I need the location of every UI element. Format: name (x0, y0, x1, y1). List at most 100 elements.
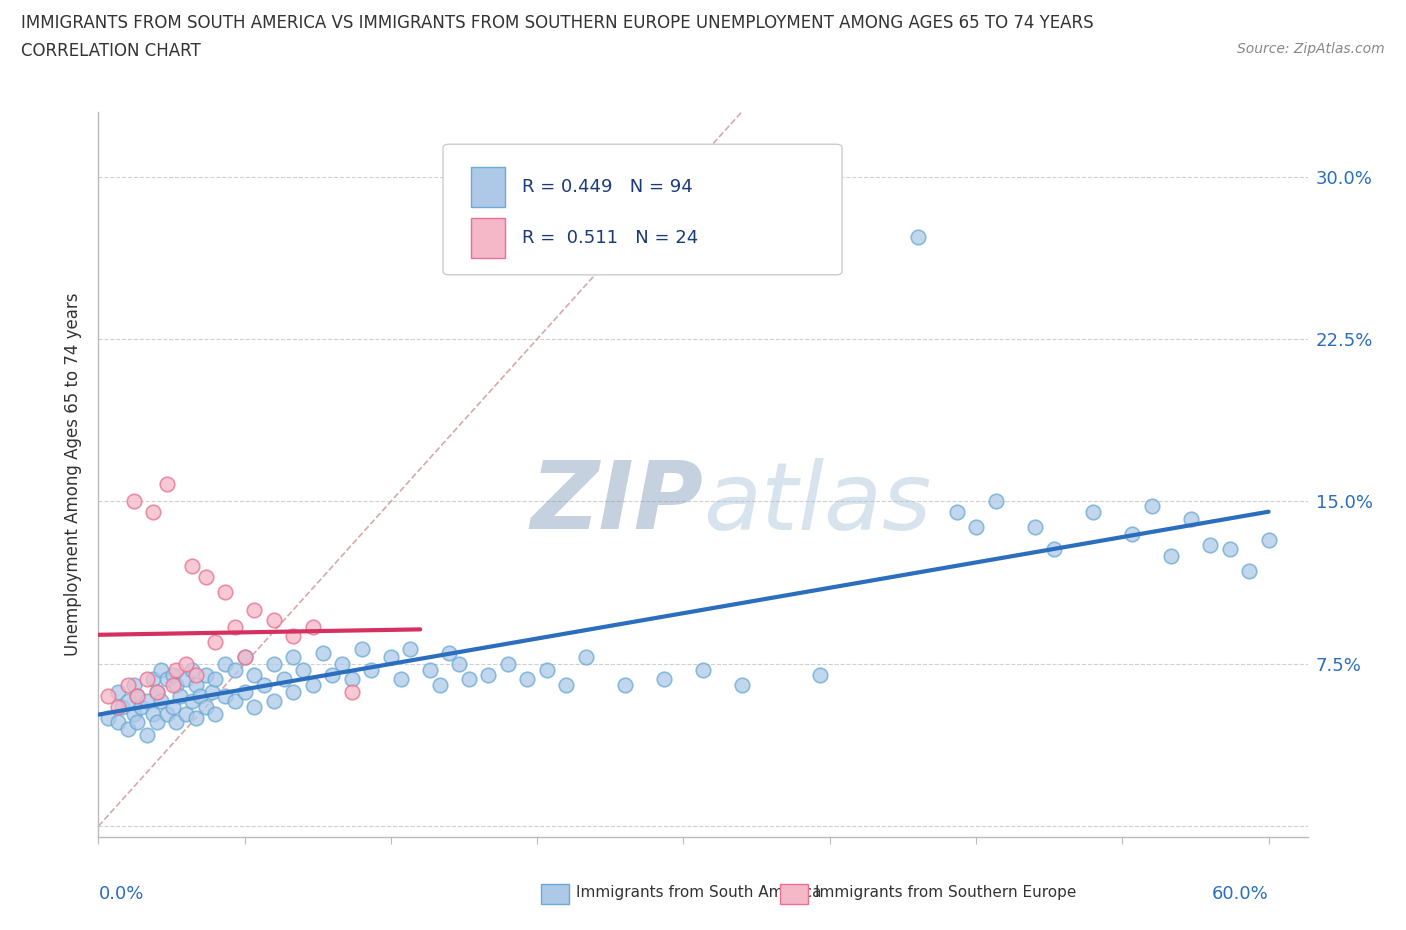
Point (194, 570, 217, 585)
Point (283, 628, 305, 643)
Point (165, 663, 187, 678)
Point (194, 667, 217, 682)
Point (146, 684, 169, 699)
Text: Immigrants from South America: Immigrants from South America (576, 885, 823, 900)
Point (1024, 520, 1046, 535)
Point (181, 693, 204, 708)
Point (162, 678, 184, 693)
Point (188, 689, 211, 704)
Point (253, 678, 276, 693)
Point (652, 671, 675, 686)
Point (122, 678, 145, 693)
Point (350, 641, 373, 656)
Text: ZIP: ZIP (530, 458, 703, 550)
Text: Source: ZipAtlas.com: Source: ZipAtlas.com (1237, 42, 1385, 56)
Point (984, 494, 1007, 509)
Point (136, 728, 159, 743)
Point (330, 657, 353, 671)
Point (174, 671, 197, 686)
Point (1121, 526, 1143, 541)
Point (127, 689, 149, 704)
Point (302, 619, 325, 634)
Point (194, 699, 217, 714)
Point (181, 559, 204, 574)
Point (169, 689, 191, 704)
Point (516, 671, 538, 686)
Point (263, 693, 285, 708)
Point (283, 684, 305, 699)
Point (142, 671, 165, 686)
Point (224, 663, 246, 678)
Point (233, 650, 256, 665)
Point (731, 678, 754, 693)
Point (1237, 564, 1260, 578)
Point (292, 663, 315, 678)
Point (575, 650, 598, 665)
Point (165, 678, 187, 693)
Point (107, 699, 129, 714)
Point (156, 706, 179, 721)
Point (321, 667, 343, 682)
Point (214, 657, 236, 671)
Point (380, 650, 402, 665)
Point (340, 684, 363, 699)
Point (107, 715, 129, 730)
Point (340, 671, 363, 686)
Bar (471, 219, 505, 259)
Point (945, 505, 967, 520)
Y-axis label: Unemployment Among Ages 65 to 74 years: Unemployment Among Ages 65 to 74 years (65, 293, 83, 656)
Point (263, 613, 285, 628)
Text: R =  0.511   N = 24: R = 0.511 N = 24 (522, 229, 697, 247)
Point (536, 663, 558, 678)
Point (184, 667, 207, 682)
Point (1199, 538, 1222, 552)
Point (907, 230, 929, 245)
Point (283, 650, 305, 665)
Point (97, 711, 120, 725)
Point (149, 693, 172, 708)
Point (142, 706, 165, 721)
Point (204, 671, 226, 686)
Point (808, 667, 831, 682)
Point (965, 520, 987, 535)
Point (243, 667, 266, 682)
Text: atlas: atlas (703, 458, 931, 549)
Point (1180, 512, 1202, 526)
Point (117, 722, 139, 737)
Point (214, 689, 236, 704)
Point (165, 715, 187, 730)
Text: Immigrants from Southern Europe: Immigrants from Southern Europe (815, 885, 1077, 900)
Text: CORRELATION CHART: CORRELATION CHART (21, 42, 201, 60)
Point (302, 678, 325, 693)
Point (1257, 533, 1279, 548)
Point (136, 671, 159, 686)
Point (146, 684, 169, 699)
Point (614, 678, 637, 693)
Point (184, 711, 207, 725)
Point (224, 619, 246, 634)
Bar (471, 167, 505, 207)
Point (174, 706, 197, 721)
Point (419, 663, 441, 678)
Point (224, 693, 246, 708)
Point (127, 715, 149, 730)
Point (184, 678, 207, 693)
Point (1140, 498, 1163, 513)
Point (496, 657, 519, 671)
Point (204, 706, 226, 721)
Point (142, 505, 165, 520)
Text: R = 0.449   N = 94: R = 0.449 N = 94 (522, 179, 692, 196)
Text: IMMIGRANTS FROM SOUTH AMERICA VS IMMIGRANTS FROM SOUTHERN EUROPE UNEMPLOYMENT AM: IMMIGRANTS FROM SOUTH AMERICA VS IMMIGRA… (21, 14, 1094, 32)
Point (117, 678, 139, 693)
Point (263, 657, 285, 671)
Point (174, 657, 197, 671)
Point (477, 667, 499, 682)
Point (122, 706, 145, 721)
Point (200, 684, 222, 699)
Point (243, 603, 266, 618)
Point (439, 645, 461, 660)
Point (312, 645, 335, 660)
Point (233, 684, 256, 699)
Text: 0.0%: 0.0% (98, 884, 143, 903)
Point (97, 689, 120, 704)
